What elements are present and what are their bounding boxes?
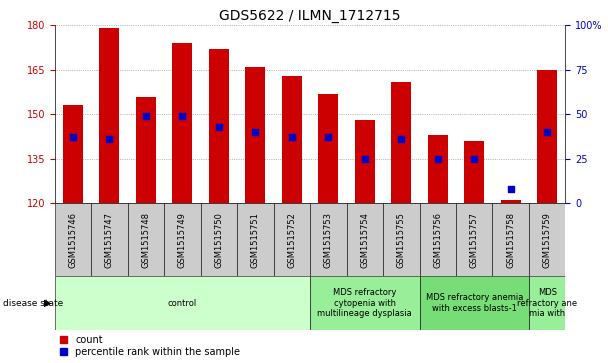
Point (542, 129, 552, 135)
Text: disease state: disease state (3, 299, 63, 307)
FancyBboxPatch shape (420, 203, 456, 276)
Point (469, 156, 479, 162)
Text: GSM1515751: GSM1515751 (251, 212, 260, 268)
Bar (537, 70, 557, 203)
Text: GSM1515750: GSM1515750 (215, 212, 223, 268)
Bar (99, 28, 119, 203)
Bar (282, 76, 302, 203)
Text: MDS refractory anemia
with excess blasts-1: MDS refractory anemia with excess blasts… (426, 293, 523, 313)
Point (214, 124, 224, 130)
Text: GSM1515749: GSM1515749 (178, 212, 187, 268)
FancyBboxPatch shape (201, 203, 237, 276)
Point (141, 113, 151, 119)
Text: control: control (168, 299, 197, 307)
Point (68, 135, 78, 140)
FancyBboxPatch shape (383, 203, 420, 276)
Point (287, 135, 297, 140)
FancyBboxPatch shape (310, 203, 347, 276)
Bar (464, 141, 484, 203)
Point (250, 129, 260, 135)
Point (105, 136, 114, 142)
Text: GSM1515746: GSM1515746 (69, 212, 77, 268)
Text: GSM1515755: GSM1515755 (397, 212, 406, 268)
FancyBboxPatch shape (420, 276, 529, 330)
Text: MDS refractory
cytopenia with
multilineage dysplasia: MDS refractory cytopenia with multilinea… (317, 288, 412, 318)
Legend: count, percentile rank within the sample: count, percentile rank within the sample (60, 335, 240, 357)
Bar (354, 120, 375, 203)
Text: MDS
refractory ane
mia with: MDS refractory ane mia with (517, 288, 577, 318)
FancyBboxPatch shape (164, 203, 201, 276)
FancyBboxPatch shape (274, 203, 310, 276)
FancyBboxPatch shape (310, 276, 420, 330)
Text: ▶: ▶ (44, 298, 52, 308)
Bar (318, 94, 338, 203)
Point (323, 135, 333, 140)
FancyBboxPatch shape (492, 203, 529, 276)
Text: GSM1515752: GSM1515752 (288, 212, 296, 268)
FancyBboxPatch shape (237, 203, 274, 276)
FancyBboxPatch shape (55, 203, 91, 276)
FancyBboxPatch shape (456, 203, 492, 276)
FancyBboxPatch shape (529, 203, 565, 276)
Bar (63, 105, 83, 203)
Bar (427, 135, 447, 203)
Point (506, 186, 516, 192)
Point (433, 156, 443, 162)
Bar (245, 67, 265, 203)
Text: GSM1515754: GSM1515754 (361, 212, 369, 268)
FancyBboxPatch shape (128, 203, 164, 276)
Title: GDS5622 / ILMN_1712715: GDS5622 / ILMN_1712715 (219, 9, 401, 23)
Text: GSM1515756: GSM1515756 (434, 212, 442, 268)
FancyBboxPatch shape (529, 276, 565, 330)
Bar (136, 97, 156, 203)
Bar (391, 82, 411, 203)
Text: GSM1515753: GSM1515753 (324, 212, 333, 268)
Text: GSM1515757: GSM1515757 (470, 212, 478, 268)
Point (360, 156, 370, 162)
FancyBboxPatch shape (91, 203, 128, 276)
Text: GSM1515759: GSM1515759 (543, 212, 551, 268)
Bar (209, 49, 229, 203)
Text: GSM1515758: GSM1515758 (506, 212, 515, 268)
Point (396, 136, 406, 142)
Bar (172, 43, 192, 203)
Point (178, 113, 187, 119)
FancyBboxPatch shape (55, 276, 310, 330)
Text: GSM1515748: GSM1515748 (142, 212, 150, 268)
Bar (500, 200, 520, 203)
FancyBboxPatch shape (347, 203, 383, 276)
Text: GSM1515747: GSM1515747 (105, 212, 114, 268)
